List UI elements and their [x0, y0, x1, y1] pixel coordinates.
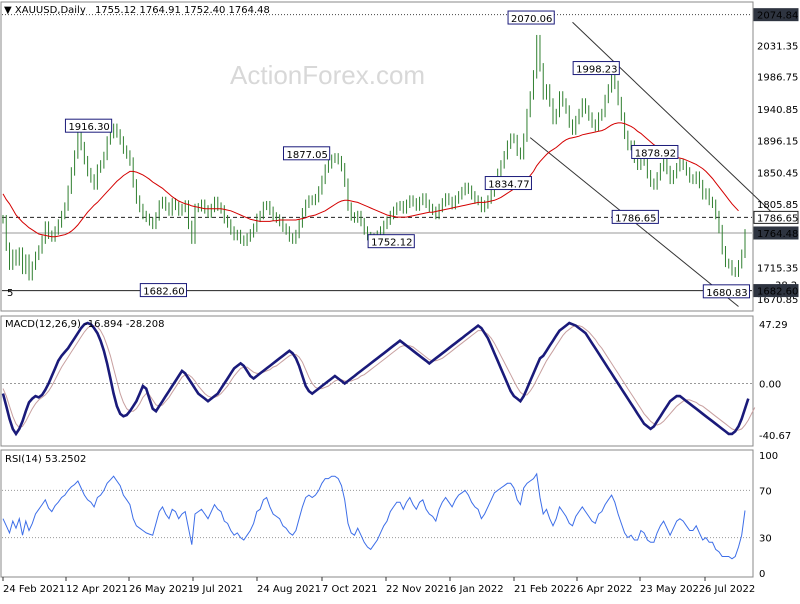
- price-tag: [753, 284, 799, 298]
- chevron-down-icon: ▼: [4, 5, 12, 16]
- annotation-label: 1998.23: [576, 65, 617, 76]
- price-tag: [753, 210, 799, 224]
- annotation-label: 1682.60: [143, 287, 184, 298]
- annotation-box: [611, 209, 659, 224]
- price-tick-label: 1715.35: [757, 264, 798, 275]
- price-tag: [753, 8, 799, 22]
- rsi-panel-frame: [0, 449, 754, 578]
- price-annotation: 1877.05: [282, 146, 331, 161]
- macd-panel-frame: [0, 315, 754, 447]
- x-tick-label: 23 May 2022: [640, 584, 705, 595]
- price-annotation: 1834.77: [484, 176, 532, 191]
- annotation-box: [484, 176, 532, 191]
- rsi-tick-label: 0: [759, 569, 765, 580]
- x-tick-label: 7 Oct 2021: [322, 584, 377, 595]
- price-layer: 2070.06 1998.23 1916.30 1877.05 1878.92 1834.…: [2, 8, 799, 307]
- price-annotation: 2070.06: [507, 10, 555, 25]
- annotation-label: 1752.12: [371, 238, 412, 249]
- price-annotation: 1786.65: [611, 209, 659, 224]
- x-tick-label: 21 Feb 2022: [514, 584, 576, 595]
- price-annotation: 1916.30: [64, 118, 113, 133]
- macd-signal-line: [2, 325, 756, 431]
- price-tag-label: 1764.48: [757, 229, 798, 240]
- ohlc-values: 1755.12 1764.91 1752.40 1764.48: [95, 5, 270, 16]
- annotation-label: 1680.83: [706, 288, 747, 299]
- price-tick-label: 1850.45: [757, 169, 798, 180]
- x-tick-label: 6 Jan 2022: [450, 584, 504, 595]
- moving-average-line: [2, 122, 739, 238]
- annotation-box: [64, 118, 113, 133]
- x-tick-label: 6 Apr 2022: [577, 584, 632, 595]
- rsi-tick-label: 100: [759, 451, 778, 462]
- annotation-box: [139, 283, 188, 298]
- small-label: 5: [7, 288, 13, 299]
- price-panel-frame: [0, 1, 754, 312]
- price-annotation: 1682.60: [139, 283, 188, 298]
- rsi-layer: 100 70 30 0: [2, 451, 778, 580]
- symbol-header: ▼ XAUUSD,Daily 1755.12 1764.91 1752.40 1…: [4, 5, 270, 16]
- price-annotation: 1752.12: [367, 234, 415, 249]
- x-tick-label: 22 Nov 2021: [386, 584, 450, 595]
- annotation-label: 1878.92: [635, 148, 676, 159]
- x-tick-label: 9 Jul 2021: [193, 584, 243, 595]
- annotation-label: 1834.77: [488, 180, 529, 191]
- x-tick-label: 6 Jul 2022: [705, 584, 755, 595]
- rsi-tick-label: 30: [759, 534, 772, 545]
- price-tag-label: 1786.65: [757, 213, 798, 224]
- annotation-box: [702, 284, 751, 299]
- price-annotation: 1878.92: [631, 144, 679, 159]
- annotation-label: 1786.65: [615, 213, 656, 224]
- x-tick-label: 26 May 2021: [129, 584, 194, 595]
- price-tag: [753, 226, 799, 240]
- annotation-label: 1877.05: [286, 150, 327, 161]
- annotation-label: 1916.30: [68, 122, 109, 133]
- x-tick-label: 24 Aug 2021: [257, 584, 321, 595]
- watermark: ActionForex.com: [230, 60, 425, 90]
- x-tick-label: 12 Apr 2021: [66, 584, 128, 595]
- price-annotation: 1680.83: [702, 284, 751, 299]
- x-tick-label: 24 Feb 2021: [3, 584, 65, 595]
- price-tick-label: 1896.15: [757, 136, 798, 147]
- macd-tick-label: -40.67: [759, 431, 791, 442]
- macd-title: MACD(12,26,9) -16.894 -28.208: [5, 319, 165, 330]
- price-tick-label: 1986.75: [757, 73, 798, 84]
- price-tag-label: 1682.60: [757, 287, 798, 298]
- annotation-box: [282, 146, 331, 161]
- macd-layer: 47.29 0.00 -40.67: [1, 320, 791, 442]
- rsi-tick-label: 70: [759, 486, 772, 497]
- price-tag-label: 2074.84: [757, 11, 798, 22]
- rsi-title: RSI(14) 53.2502: [5, 454, 86, 465]
- annotation-box: [572, 61, 620, 76]
- annotation-label: 2070.06: [511, 14, 552, 25]
- annotation-box: [367, 234, 415, 249]
- price-tick-label: 1805.85: [757, 200, 798, 211]
- rsi-line: [2, 472, 746, 560]
- price-tick-label: 1940.85: [757, 105, 798, 116]
- symbol-name: XAUUSD,Daily: [15, 5, 86, 16]
- macd-main-line: [1, 321, 750, 437]
- price-tick-label: 2031.35: [757, 41, 798, 52]
- annotation-box: [507, 10, 555, 25]
- channel-line-0: [572, 21, 778, 219]
- macd-tick-label: 0.00: [759, 380, 781, 391]
- macd-tick-label: 47.29: [759, 320, 788, 331]
- price-tick-label: 1670.85: [757, 295, 798, 306]
- price-annotation: 1998.23: [572, 61, 620, 76]
- annotation-box: [631, 144, 679, 159]
